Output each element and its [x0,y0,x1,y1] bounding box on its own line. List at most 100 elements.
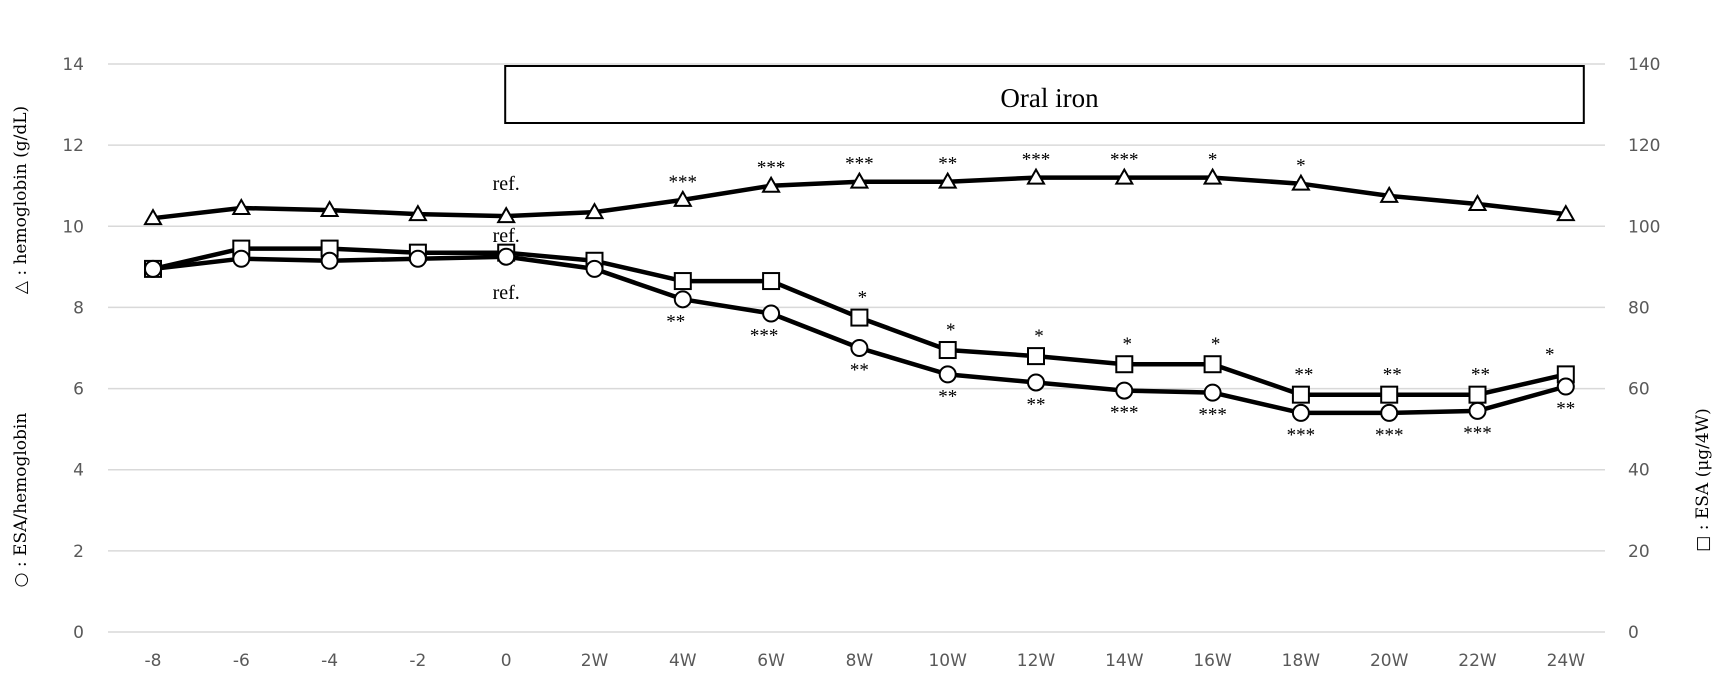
axis-ticks: 0 0 2 20 4 40 6 60 8 80 10 100 12 120 14 140 -8 -6 -4 -2 0 2W… [62,55,1660,671]
x-tick-label: 24W [1547,651,1586,671]
triangle-marker [143,208,163,226]
significance-label: *** [1463,423,1492,444]
significance-label: *** [1110,403,1139,424]
circle-marker [1556,377,1575,396]
triangle-marker [1202,167,1223,185]
circle-marker [232,249,251,268]
square-marker [1203,355,1222,374]
x-tick-label: 8W [846,651,874,671]
significance-label: * [1034,326,1044,347]
significance-label: * [1545,344,1555,365]
triangle-marker [1556,204,1576,222]
ref-label: ref. [493,282,520,304]
circle-marker [585,259,604,278]
triangle-marker [673,189,693,207]
oral-iron-label: Oral iron [1000,83,1099,113]
right-tick-label: 20 [1628,542,1650,562]
left-tick-label: 2 [73,542,84,562]
x-tick-label: -4 [321,651,338,671]
x-tick-label: 6W [757,651,785,671]
significance-label: *** [669,172,698,193]
triangle-marker [1026,167,1046,185]
significance-label: * [946,320,956,341]
circle-marker [1380,403,1399,422]
significance-label: *** [750,326,779,347]
significance-label: ** [850,360,869,381]
triangle-marker [937,171,958,189]
ref-label: ref. [493,173,520,195]
significance-label: * [1123,334,1133,355]
esa_hb-line [152,254,1567,416]
triangle-marker [1114,167,1135,185]
square-marker [850,308,869,327]
square-marker [1027,347,1045,366]
significance-label: ** [1471,365,1490,386]
significance-label: *** [1287,425,1316,446]
left-tick-label: 12 [62,136,84,156]
significance-label: ** [938,154,957,175]
significance-annotations: ref. ****** *** ** *** *** * *ref.** * * *** ** ***r… [493,150,1576,446]
left-tick-label: 14 [62,55,84,75]
square-marker [1291,385,1310,404]
circle-marker [1203,383,1222,402]
triangle-marker [319,200,340,218]
triangle-marker [761,175,781,193]
x-tick-label: 4W [669,651,697,671]
circle-marker [1291,403,1310,422]
significance-label: *** [1375,425,1404,446]
significance-label: * [1208,150,1218,171]
square-marker [762,272,781,291]
significance-label: *** [757,158,786,179]
circle-marker [673,290,692,309]
x-tick-label: 18W [1282,651,1321,671]
triangle-marker [1379,185,1399,203]
oral-iron-band: Oral iron [504,65,1585,124]
right-tick-label: 120 [1628,136,1660,156]
triangle-marker [408,204,428,222]
triangle-marker [849,171,870,189]
left-tick-label: 8 [73,298,84,318]
x-tick-label: 16W [1193,651,1232,671]
right-tick-label: 0 [1628,623,1639,643]
x-tick-label: -2 [409,651,426,671]
circle-marker [1027,373,1045,392]
circle-marker [497,247,516,266]
significance-label: ** [1556,399,1575,420]
ref-label: ref. [493,225,520,247]
gridlines [108,63,1605,633]
x-tick-label: -6 [233,651,250,671]
significance-label: ** [666,311,685,332]
x-tick-label: 0 [501,651,512,671]
circle-marker [144,259,162,278]
triangle-marker [584,202,605,220]
circle-marker [938,365,957,384]
square-marker [938,341,957,360]
significance-label: ** [1383,365,1402,386]
right-tick-label: 100 [1628,217,1660,237]
circle-marker [320,251,339,270]
significance-label: *** [1110,150,1139,171]
right-tick-label: 80 [1628,298,1650,318]
x-tick-label: 2W [581,651,609,671]
significance-label: * [858,288,868,309]
x-tick-label: 12W [1017,651,1056,671]
triangle-marker [1291,173,1311,191]
circle-marker [762,304,781,323]
significance-label: * [1211,334,1221,355]
left-tick-label: 4 [73,461,84,481]
square-marker [1468,385,1487,404]
oral-iron-box [504,65,1585,124]
square-marker [673,272,692,291]
circle-marker [850,339,869,357]
significance-label: ** [938,386,957,407]
x-tick-label: 20W [1370,651,1409,671]
right-tick-label: 60 [1628,380,1650,400]
significance-label: ** [1294,365,1313,386]
triangle-marker [496,206,516,224]
right-tick-label: 140 [1628,55,1660,75]
circle-marker [1115,381,1134,400]
left-tick-label: 10 [62,217,84,237]
significance-label: *** [845,154,874,175]
significance-label: ** [1027,394,1046,415]
